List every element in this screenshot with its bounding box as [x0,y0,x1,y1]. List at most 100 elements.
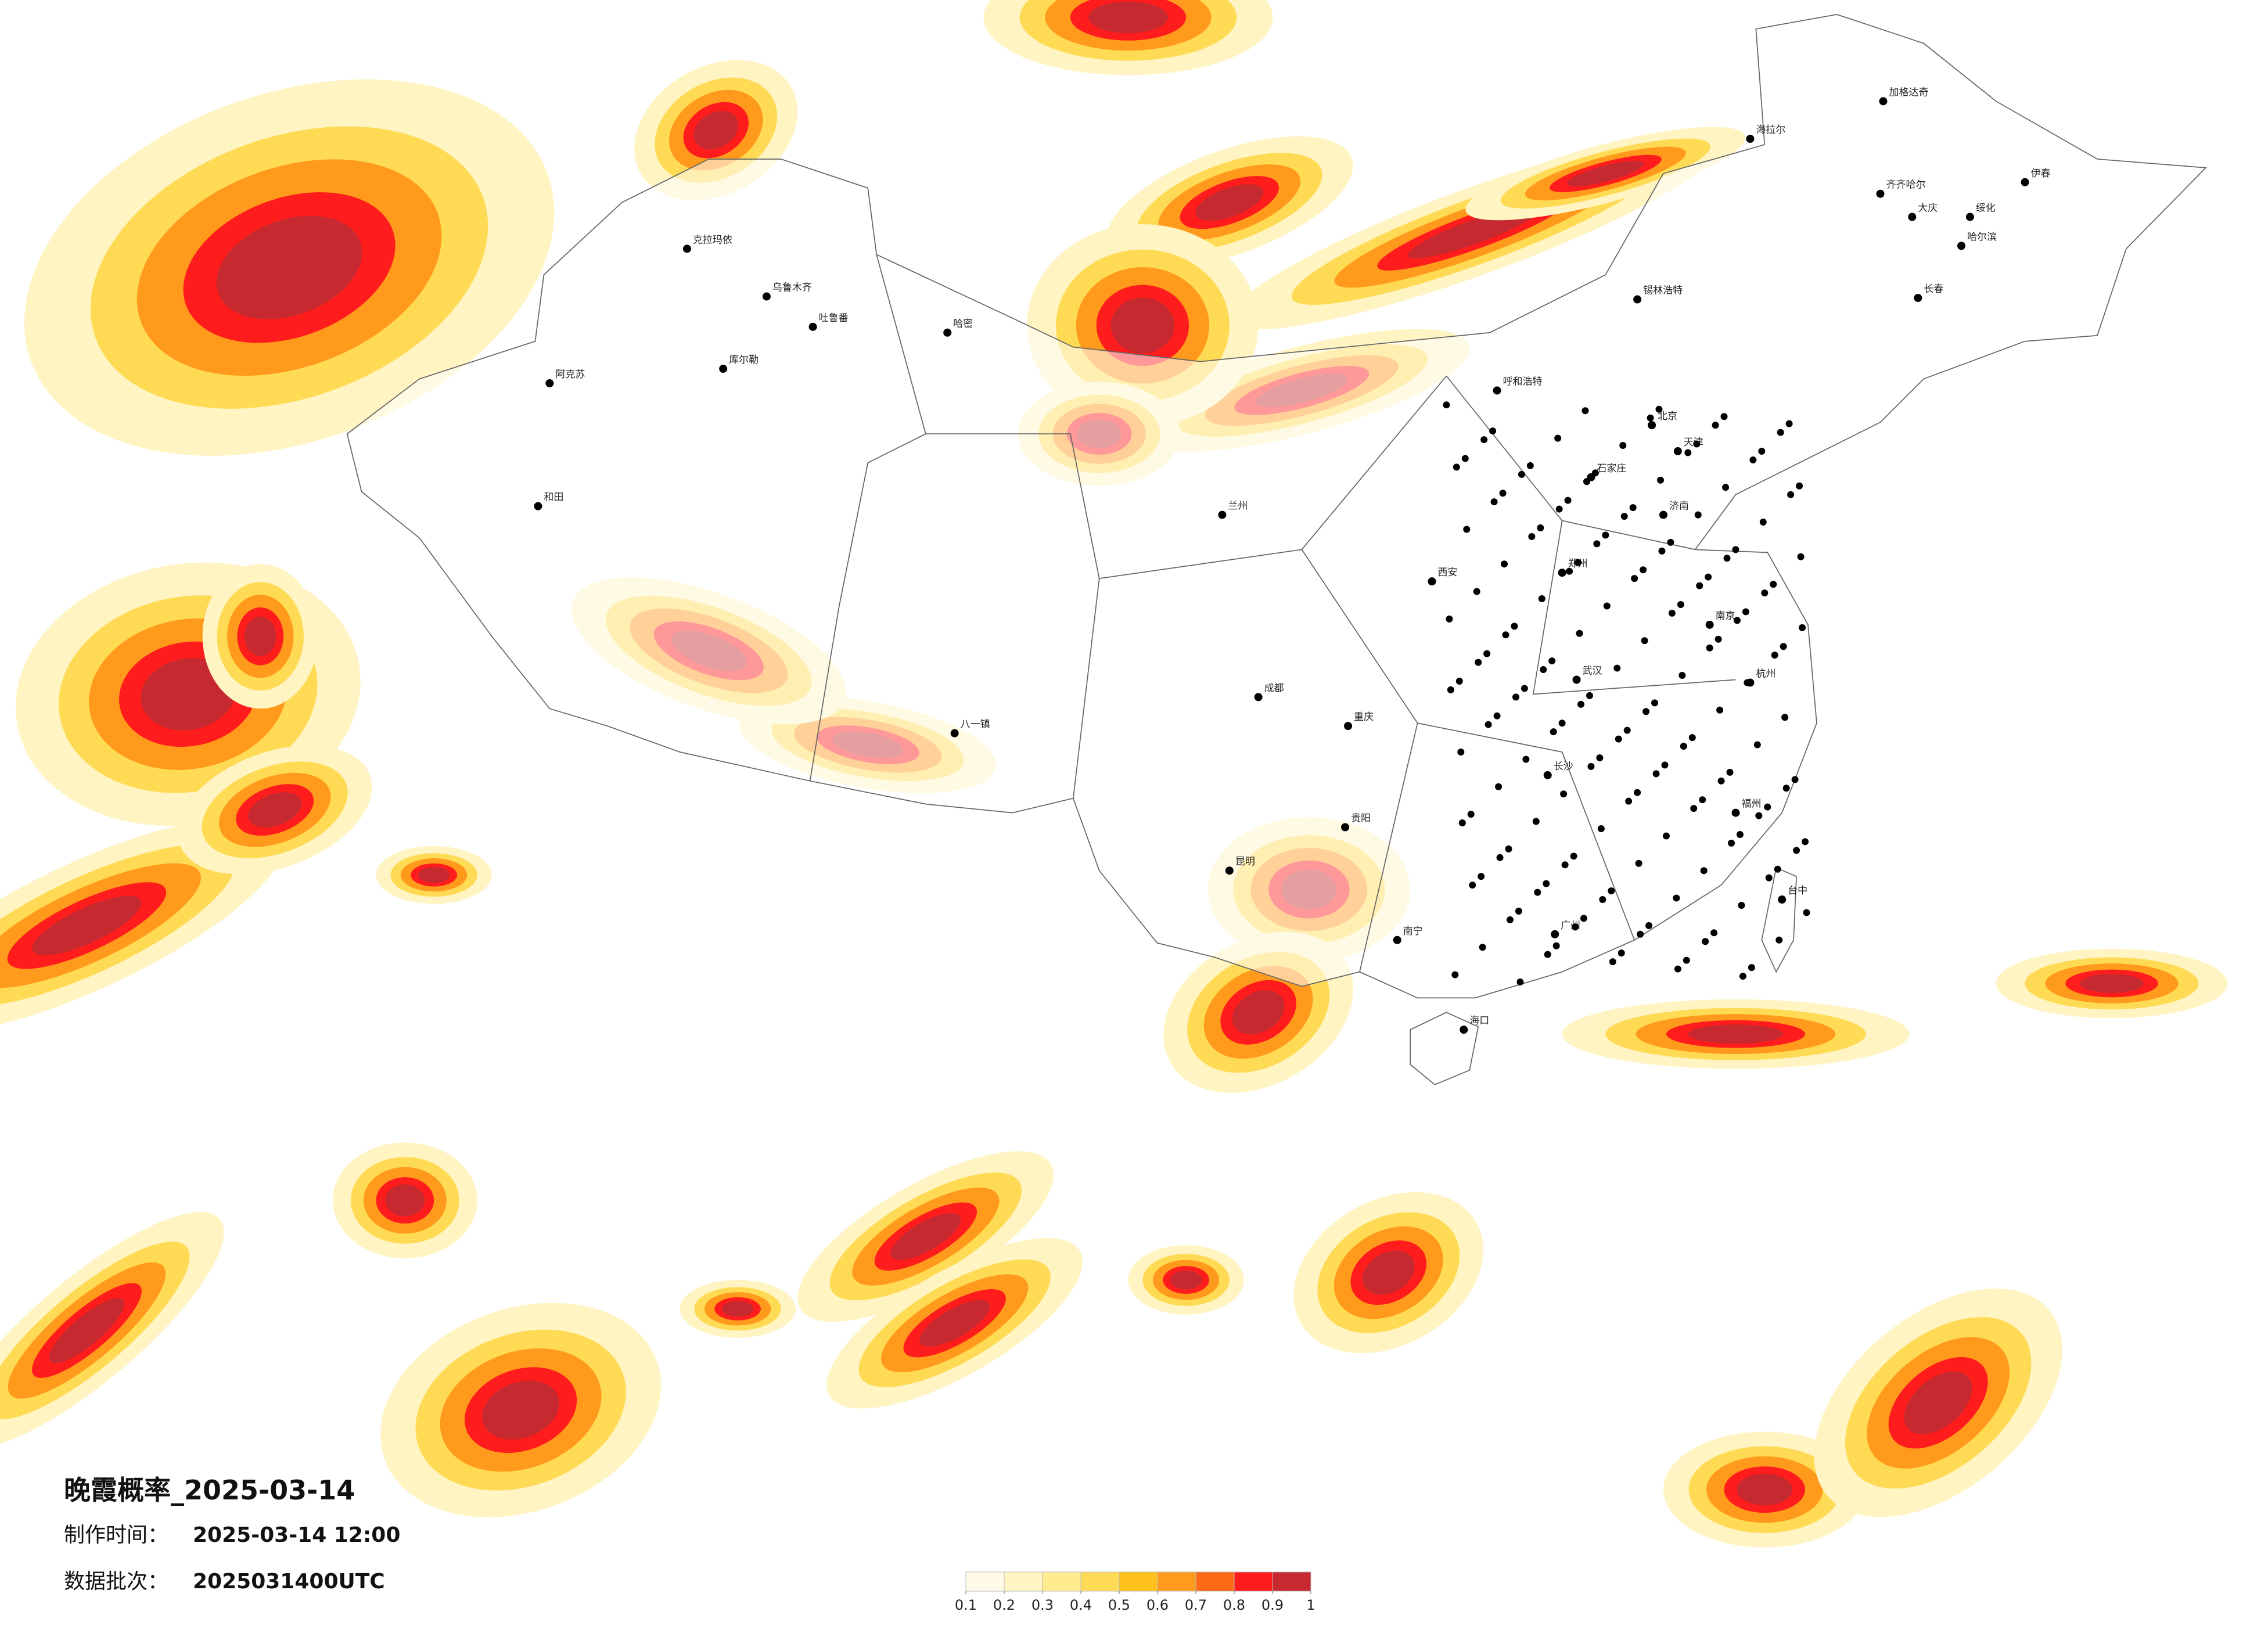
heat-area [2080,974,2144,993]
legend-swatch [1157,1571,1196,1592]
station-marker [1797,553,1805,560]
legend-swatch [1272,1571,1311,1592]
country-outline [346,14,2207,999]
station-marker [1764,803,1771,811]
legend-tick-label: 1 [1306,1597,1315,1613]
color-legend: 0.1 0.2 0.3 0.4 0.5 0.6 0.7 0.8 0.9 1 [955,1571,1315,1613]
heat-area [141,658,236,731]
station-marker [1684,449,1692,456]
city-label: 乌鲁木齐 [772,282,812,294]
station-marker [1518,470,1525,478]
station-marker [1728,839,1735,847]
station-marker [1480,436,1488,444]
station-marker [1625,797,1633,805]
station-marker [1506,916,1514,923]
station-marker [1629,504,1637,512]
station-marker [1678,672,1686,679]
city-label: 北京 [1658,411,1677,422]
station-marker [1683,956,1690,964]
heat-area [482,1380,559,1440]
heat-area [244,616,276,657]
city-label: 杭州 [1756,668,1775,679]
heat-area [1232,990,1285,1035]
station-marker [1538,595,1545,603]
station-marker [1587,762,1595,770]
city-marker [1705,620,1714,629]
station-marker [1623,726,1631,734]
city-marker [1876,189,1885,198]
station-marker [1577,700,1585,708]
city-label: 西安 [1437,567,1457,578]
station-marker [1661,761,1669,769]
station-marker [1451,971,1459,979]
heat-area [721,1301,754,1317]
city-marker [1914,294,1922,303]
legend-swatch [1195,1571,1235,1592]
city-label: 吐鲁番 [819,312,849,324]
station-marker [1609,958,1616,966]
heat-area [1688,1024,1784,1044]
city-marker [1543,771,1552,779]
station-marker [1640,566,1647,574]
station-marker [1777,429,1784,436]
station-marker [1543,880,1550,887]
station-marker [1501,560,1508,568]
station-marker [1706,644,1713,652]
station-marker [1467,811,1475,818]
station-marker [1656,476,1664,484]
city-label: 成都 [1264,682,1284,694]
station-marker [1710,929,1718,937]
city-label: 贵阳 [1351,813,1371,825]
batch: 2025031400UTC [193,1570,385,1593]
province-border [809,254,1736,972]
heat-area [1110,297,1175,354]
legend-tick-label: 0.8 [1223,1597,1245,1613]
station-marker [1652,770,1660,778]
heat-area [1088,1,1168,34]
city-label: 昆明 [1235,856,1255,868]
heat-area [919,1300,990,1347]
station-marker [1532,818,1540,825]
heat-area [1567,160,1644,186]
city-label: 和田 [544,492,563,503]
city-label: 哈尔滨 [1967,231,1997,243]
station-marker [1528,533,1536,540]
station-marker [1576,629,1583,637]
station-marker [1765,874,1773,882]
city-marker [1572,675,1581,684]
station-marker [1732,546,1739,553]
station-marker [1680,743,1687,750]
city-marker [1460,1026,1468,1034]
legend-tick-label: 0.9 [1261,1597,1284,1613]
station-marker [1463,526,1471,533]
station-marker [1688,734,1696,742]
station-marker [1667,538,1674,546]
station-marker [1744,679,1751,686]
city-marker [1344,722,1353,731]
station-marker [1803,909,1810,916]
city-label: 重庆 [1354,711,1374,723]
batch-label: 数据批次： [64,1570,168,1593]
station-marker [1716,706,1724,714]
city-marker [1965,213,1974,221]
station-marker [1469,882,1476,889]
city-marker [545,379,554,387]
station-marker [1602,531,1609,539]
station-marker [1722,484,1730,491]
station-marker [1521,685,1528,692]
station-marker [1526,462,1534,469]
station-marker [1755,812,1763,819]
station-marker [1749,456,1757,463]
station-marker [1717,777,1725,785]
city-marker [1879,97,1888,106]
city-label: 武汉 [1583,665,1602,677]
station-marker [1690,805,1698,812]
city-marker [943,328,952,337]
station-marker [1582,407,1589,415]
city-label: 福州 [1741,798,1761,810]
station-marker [1499,490,1507,497]
station-marker [1458,819,1466,827]
city-marker [950,729,959,738]
station-marker [1696,582,1703,589]
